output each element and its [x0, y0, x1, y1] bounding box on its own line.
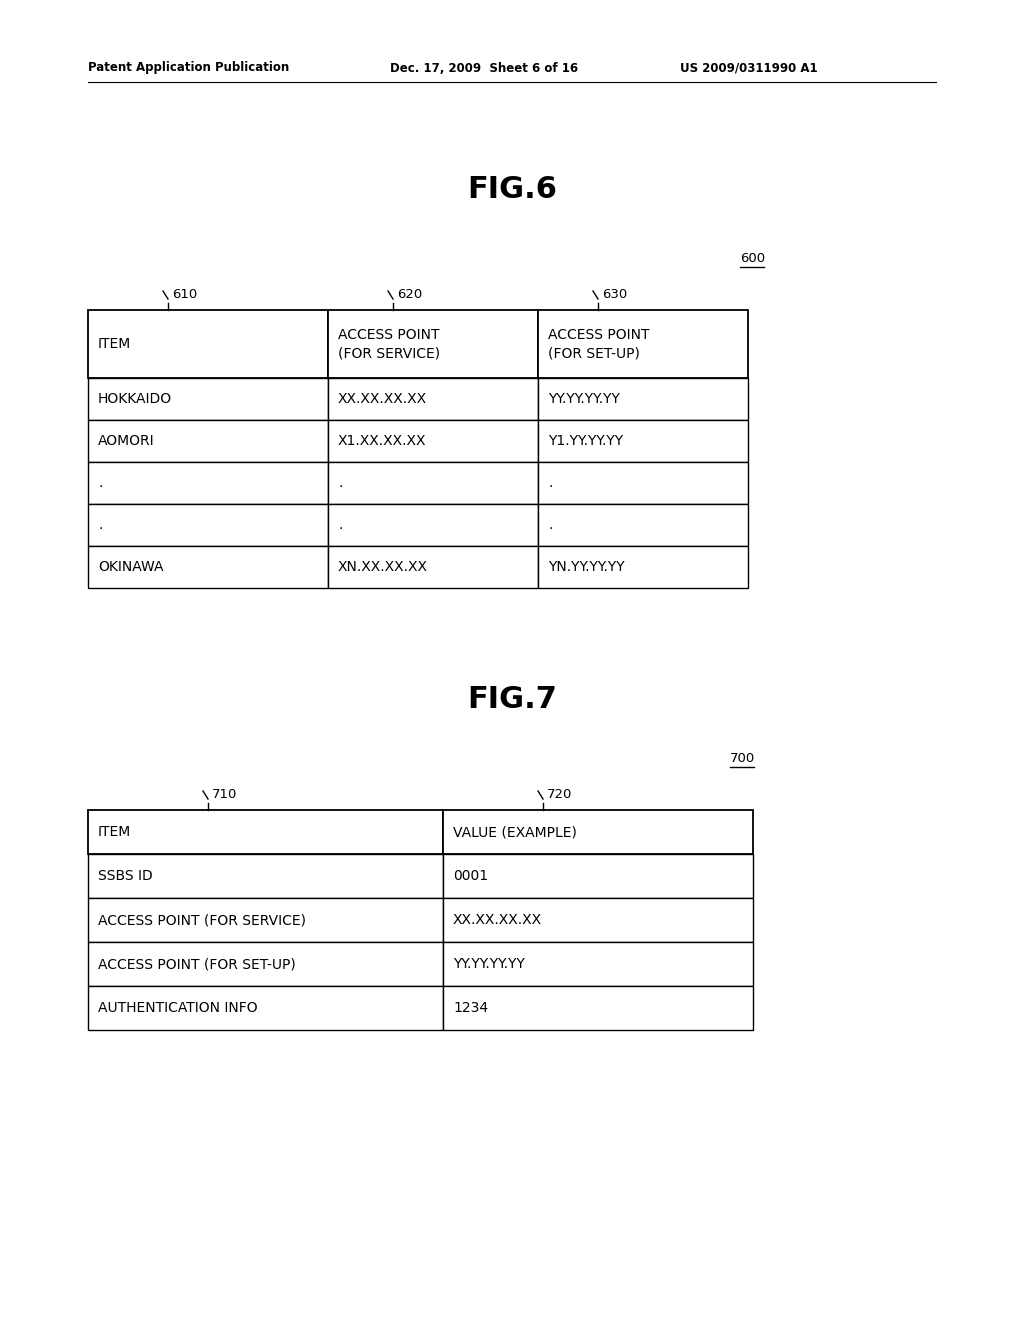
Bar: [328, 420, 538, 462]
Text: AOMORI: AOMORI: [98, 434, 155, 447]
Bar: [88, 378, 328, 420]
Bar: [88, 462, 328, 504]
Text: XN.XX.XX.XX: XN.XX.XX.XX: [338, 560, 428, 574]
Bar: [88, 310, 328, 378]
Text: 620: 620: [397, 289, 422, 301]
Text: US 2009/0311990 A1: US 2009/0311990 A1: [680, 62, 817, 74]
Bar: [538, 546, 748, 587]
Text: VALUE (EXAMPLE): VALUE (EXAMPLE): [453, 825, 577, 840]
Text: 710: 710: [212, 788, 238, 801]
Bar: [443, 986, 753, 1030]
Bar: [328, 504, 538, 546]
Text: 630: 630: [602, 289, 628, 301]
Bar: [443, 854, 753, 898]
Text: .: .: [98, 477, 102, 490]
Bar: [88, 898, 443, 942]
Text: XX.XX.XX.XX: XX.XX.XX.XX: [453, 913, 542, 927]
Text: AUTHENTICATION INFO: AUTHENTICATION INFO: [98, 1001, 258, 1015]
Text: X1.XX.XX.XX: X1.XX.XX.XX: [338, 434, 427, 447]
Text: Dec. 17, 2009  Sheet 6 of 16: Dec. 17, 2009 Sheet 6 of 16: [390, 62, 579, 74]
Text: 720: 720: [547, 788, 572, 801]
Bar: [88, 854, 443, 898]
Text: ACCESS POINT (FOR SERVICE): ACCESS POINT (FOR SERVICE): [98, 913, 306, 927]
Bar: [88, 546, 328, 587]
Bar: [88, 942, 443, 986]
Text: HOKKAIDO: HOKKAIDO: [98, 392, 172, 407]
Bar: [328, 310, 538, 378]
Text: 610: 610: [172, 289, 198, 301]
Bar: [538, 310, 748, 378]
Bar: [443, 898, 753, 942]
Bar: [443, 942, 753, 986]
Text: YN.YY.YY.YY: YN.YY.YY.YY: [548, 560, 625, 574]
Text: 1234: 1234: [453, 1001, 488, 1015]
Text: .: .: [98, 517, 102, 532]
Text: 700: 700: [730, 752, 756, 766]
Text: Patent Application Publication: Patent Application Publication: [88, 62, 289, 74]
Text: .: .: [338, 517, 342, 532]
Text: YY.YY.YY.YY: YY.YY.YY.YY: [453, 957, 525, 972]
Text: 0001: 0001: [453, 869, 488, 883]
Text: ITEM: ITEM: [98, 337, 131, 351]
Text: .: .: [548, 477, 552, 490]
Bar: [88, 504, 328, 546]
Text: XX.XX.XX.XX: XX.XX.XX.XX: [338, 392, 427, 407]
Text: .: .: [338, 477, 342, 490]
Text: ACCESS POINT
(FOR SERVICE): ACCESS POINT (FOR SERVICE): [338, 327, 440, 360]
Bar: [538, 420, 748, 462]
Text: FIG.7: FIG.7: [467, 685, 557, 714]
Text: ITEM: ITEM: [98, 825, 131, 840]
Bar: [328, 462, 538, 504]
Bar: [328, 546, 538, 587]
Text: YY.YY.YY.YY: YY.YY.YY.YY: [548, 392, 620, 407]
Bar: [88, 986, 443, 1030]
Text: FIG.6: FIG.6: [467, 176, 557, 205]
Bar: [538, 378, 748, 420]
Text: 600: 600: [740, 252, 765, 265]
Bar: [538, 462, 748, 504]
Bar: [538, 504, 748, 546]
Bar: [88, 810, 443, 854]
Text: SSBS ID: SSBS ID: [98, 869, 153, 883]
Text: ACCESS POINT
(FOR SET-UP): ACCESS POINT (FOR SET-UP): [548, 327, 649, 360]
Text: OKINAWA: OKINAWA: [98, 560, 164, 574]
Bar: [328, 378, 538, 420]
Text: ACCESS POINT (FOR SET-UP): ACCESS POINT (FOR SET-UP): [98, 957, 296, 972]
Bar: [88, 420, 328, 462]
Text: .: .: [548, 517, 552, 532]
Text: Y1.YY.YY.YY: Y1.YY.YY.YY: [548, 434, 624, 447]
Bar: [443, 810, 753, 854]
